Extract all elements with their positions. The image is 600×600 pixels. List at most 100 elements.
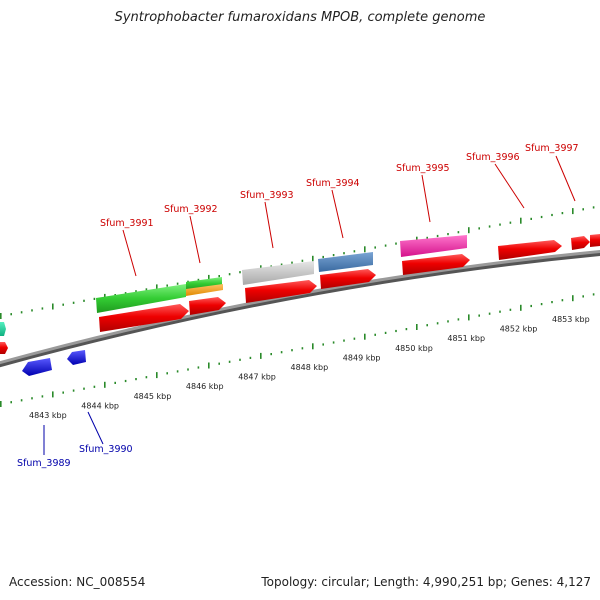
inner-tick <box>561 299 564 302</box>
inner-tick <box>468 314 470 321</box>
inner-tick <box>572 295 574 302</box>
inner-tick <box>72 389 75 392</box>
outer-tick <box>166 284 168 287</box>
inner-tick <box>332 341 335 344</box>
kbp-label: 4845 kbp <box>134 392 172 401</box>
inner-tick <box>530 304 532 308</box>
inner-tick <box>364 333 366 340</box>
outer-tick <box>31 309 33 312</box>
outer-tick <box>124 292 127 295</box>
forward-cds-track <box>99 234 600 332</box>
cds-arrow-3997[interactable] <box>571 236 590 250</box>
inner-tick <box>228 360 231 363</box>
inner-tick <box>416 324 418 330</box>
inner-tick <box>447 320 449 323</box>
inner-tick <box>239 358 241 361</box>
outer-tick <box>83 299 85 302</box>
gene-label-sfum-3997[interactable]: Sfum_3997 <box>525 143 579 154</box>
gene-arrow-blue-2[interactable] <box>67 350 86 365</box>
inner-tick <box>322 343 324 346</box>
outer-tick <box>374 246 376 249</box>
outer-tick <box>530 217 532 220</box>
gene-label-sfum-3989[interactable]: Sfum_3989 <box>17 458 71 469</box>
inner-tick <box>197 366 200 369</box>
cds-arrow-3995[interactable] <box>402 254 470 275</box>
inner-tick <box>301 347 304 350</box>
outer-tick <box>52 303 54 310</box>
outer-tick <box>208 274 210 281</box>
inner-tick <box>395 329 397 333</box>
inner-tick <box>592 293 595 296</box>
inner-tick <box>31 397 33 400</box>
inner-tick <box>187 368 189 371</box>
outer-tick <box>551 213 553 217</box>
kbp-label: 4843 kbp <box>29 411 67 420</box>
outer-tick <box>436 234 439 238</box>
gene-label-sfum-3994[interactable]: Sfum_3994 <box>306 178 360 189</box>
inner-tick <box>270 353 272 356</box>
gene-box-pink[interactable] <box>400 235 467 257</box>
inner-tick <box>426 324 428 327</box>
gene-label-sfum-3993[interactable]: Sfum_3993 <box>240 190 294 201</box>
gene-arrow-blue-1[interactable] <box>22 358 52 376</box>
cds-arrow-3993[interactable] <box>245 280 317 303</box>
gene-box-green-small[interactable] <box>186 277 222 290</box>
inner-tick <box>93 385 96 388</box>
cds-arrow-edge[interactable] <box>590 234 600 247</box>
gene-box-steel[interactable] <box>318 252 373 272</box>
callout-lines <box>43 155 576 455</box>
gene-arrow-teal[interactable] <box>0 322 6 336</box>
inner-tick <box>540 303 543 306</box>
outer-tick <box>592 206 595 209</box>
inner-tick <box>509 308 512 311</box>
gene-arrow-red-edge[interactable] <box>0 342 8 354</box>
inner-tick <box>10 401 12 404</box>
gene-box-orange[interactable] <box>186 284 223 296</box>
outer-tick <box>520 217 522 224</box>
inner-tick <box>52 391 54 398</box>
outer-tick <box>135 290 137 293</box>
outer-tick <box>156 284 158 291</box>
kbp-label: 4853 kbp <box>552 315 590 324</box>
outer-tick <box>384 244 387 247</box>
outer-tick <box>62 303 64 306</box>
inner-tick <box>499 310 501 313</box>
outer-tick <box>353 250 356 253</box>
outer-tick <box>176 282 179 285</box>
cds-arrow-3994[interactable] <box>320 269 376 289</box>
genome-summary-text: Topology: circular; Length: 4,990,251 bp… <box>261 575 591 589</box>
cds-arrow-3992[interactable] <box>189 297 226 315</box>
kbp-label: 4844 kbp <box>81 401 119 410</box>
outer-tick <box>10 313 12 316</box>
inner-tick <box>384 331 387 334</box>
outer-tick <box>540 215 543 219</box>
inner-tick <box>478 314 480 317</box>
inner-tick <box>208 362 210 369</box>
inner-tick <box>374 333 376 336</box>
outer-tick <box>312 255 314 262</box>
gene-label-sfum-3995[interactable]: Sfum_3995 <box>396 163 450 174</box>
gene-box-grey[interactable] <box>242 261 314 285</box>
inner-tick <box>520 304 522 311</box>
outer-tick <box>509 221 512 224</box>
gene-label-sfum-3990[interactable]: Sfum_3990 <box>79 444 133 455</box>
outer-tick <box>291 261 293 264</box>
gene-label-sfum-3991[interactable]: Sfum_3991 <box>100 218 154 229</box>
cds-arrow-3996[interactable] <box>498 240 562 260</box>
gene-box-green[interactable] <box>96 284 186 313</box>
inner-tick <box>114 381 116 384</box>
outer-tick <box>72 301 75 304</box>
gene-label-sfum-3996[interactable]: Sfum_3996 <box>466 152 520 163</box>
outer-tick <box>322 255 324 259</box>
inner-tick <box>343 339 345 342</box>
outer-tick <box>218 275 220 278</box>
gene-label-sfum-3992[interactable]: Sfum_3992 <box>164 204 218 215</box>
inner-tick <box>280 351 283 354</box>
kbp-label: 4850 kbp <box>395 344 433 353</box>
inner-tick <box>353 337 356 340</box>
kbp-label: 4852 kbp <box>500 325 538 334</box>
inner-tick <box>218 362 220 365</box>
cds-arrow-3991[interactable] <box>99 304 189 332</box>
outer-tick <box>301 259 304 262</box>
outer-tick <box>332 254 335 257</box>
